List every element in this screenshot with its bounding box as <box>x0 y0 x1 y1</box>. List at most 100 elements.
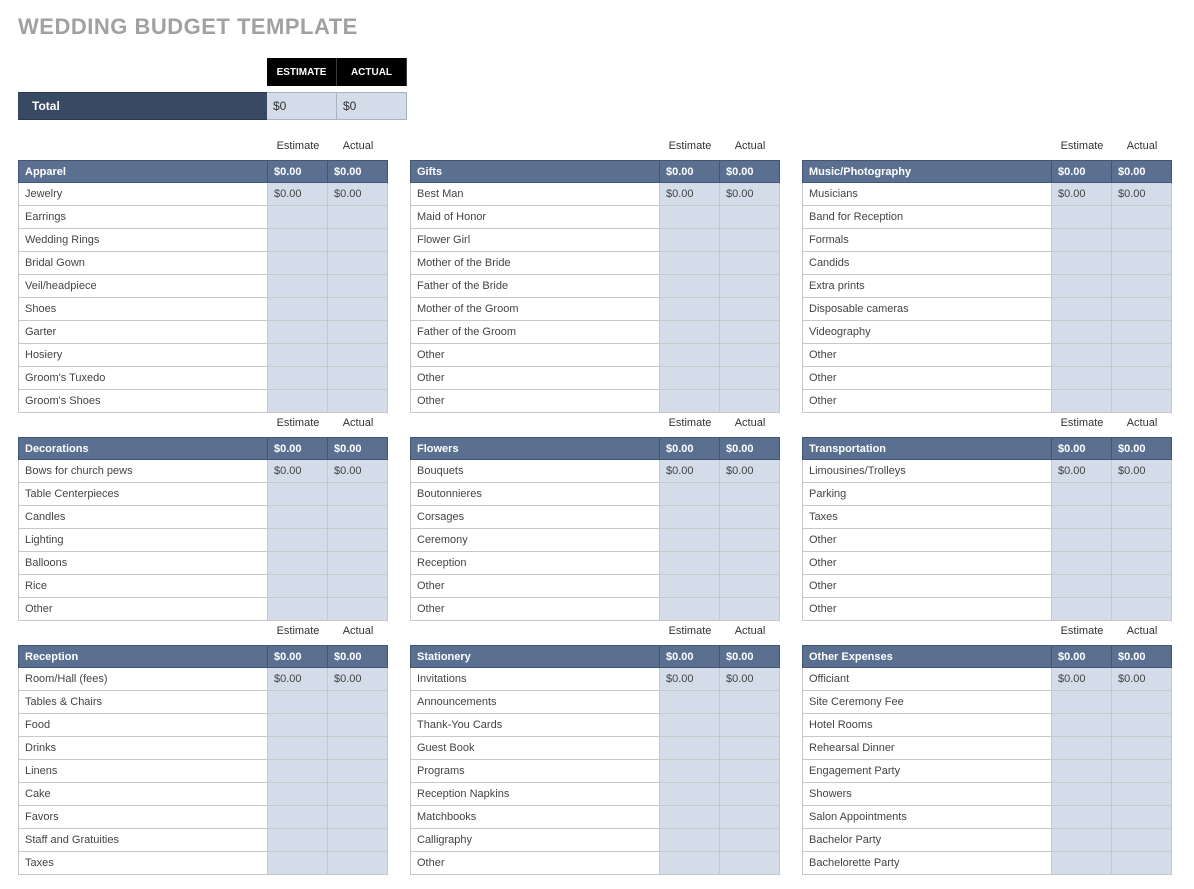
item-estimate[interactable] <box>267 275 327 297</box>
item-actual[interactable] <box>719 829 779 851</box>
item-actual[interactable] <box>327 529 387 551</box>
item-actual[interactable] <box>719 206 779 228</box>
item-actual[interactable] <box>719 783 779 805</box>
item-actual[interactable] <box>327 275 387 297</box>
item-actual[interactable] <box>719 552 779 574</box>
item-estimate[interactable]: $0.00 <box>659 183 719 205</box>
item-estimate[interactable] <box>267 506 327 528</box>
item-actual[interactable] <box>1111 714 1171 736</box>
item-estimate[interactable] <box>1051 206 1111 228</box>
item-estimate[interactable] <box>659 852 719 874</box>
summary-total-actual[interactable]: $0 <box>337 92 407 120</box>
item-actual[interactable] <box>1111 691 1171 713</box>
item-estimate[interactable]: $0.00 <box>659 668 719 690</box>
item-actual[interactable] <box>719 229 779 251</box>
item-actual[interactable] <box>719 483 779 505</box>
item-estimate[interactable] <box>1051 783 1111 805</box>
item-estimate[interactable] <box>1051 483 1111 505</box>
item-estimate[interactable] <box>659 829 719 851</box>
item-actual[interactable] <box>327 390 387 412</box>
item-actual[interactable]: $0.00 <box>327 183 387 205</box>
item-estimate[interactable] <box>659 229 719 251</box>
item-actual[interactable] <box>719 852 779 874</box>
item-actual[interactable] <box>1111 575 1171 597</box>
item-estimate[interactable] <box>267 598 327 620</box>
item-actual[interactable] <box>719 367 779 389</box>
item-estimate[interactable] <box>659 598 719 620</box>
item-estimate[interactable] <box>267 575 327 597</box>
item-actual[interactable] <box>327 483 387 505</box>
item-actual[interactable] <box>1111 829 1171 851</box>
item-estimate[interactable] <box>267 229 327 251</box>
item-estimate[interactable] <box>267 483 327 505</box>
item-actual[interactable] <box>327 598 387 620</box>
item-actual[interactable] <box>327 737 387 759</box>
item-actual[interactable] <box>1111 552 1171 574</box>
item-estimate[interactable]: $0.00 <box>1051 183 1111 205</box>
item-actual[interactable] <box>327 852 387 874</box>
item-estimate[interactable] <box>267 298 327 320</box>
item-estimate[interactable] <box>1051 806 1111 828</box>
item-actual[interactable] <box>327 829 387 851</box>
item-actual[interactable] <box>1111 252 1171 274</box>
item-actual[interactable] <box>1111 852 1171 874</box>
item-estimate[interactable] <box>659 783 719 805</box>
item-estimate[interactable] <box>659 321 719 343</box>
item-actual[interactable] <box>1111 529 1171 551</box>
item-estimate[interactable] <box>659 275 719 297</box>
item-estimate[interactable] <box>1051 714 1111 736</box>
item-actual[interactable] <box>1111 298 1171 320</box>
item-actual[interactable] <box>1111 737 1171 759</box>
item-estimate[interactable] <box>659 552 719 574</box>
item-estimate[interactable] <box>659 206 719 228</box>
item-estimate[interactable] <box>1051 760 1111 782</box>
item-actual[interactable] <box>719 598 779 620</box>
item-actual[interactable] <box>719 390 779 412</box>
item-actual[interactable] <box>1111 783 1171 805</box>
item-actual[interactable]: $0.00 <box>1111 183 1171 205</box>
item-actual[interactable] <box>1111 760 1171 782</box>
item-actual[interactable] <box>327 760 387 782</box>
item-estimate[interactable] <box>267 367 327 389</box>
item-actual[interactable]: $0.00 <box>719 460 779 482</box>
summary-total-estimate[interactable]: $0 <box>267 92 337 120</box>
item-actual[interactable] <box>719 252 779 274</box>
item-estimate[interactable] <box>1051 252 1111 274</box>
item-estimate[interactable] <box>267 760 327 782</box>
item-actual[interactable] <box>719 298 779 320</box>
item-actual[interactable]: $0.00 <box>719 668 779 690</box>
item-estimate[interactable] <box>1051 367 1111 389</box>
item-actual[interactable] <box>327 252 387 274</box>
item-actual[interactable] <box>719 760 779 782</box>
item-estimate[interactable] <box>1051 344 1111 366</box>
item-estimate[interactable]: $0.00 <box>267 668 327 690</box>
item-actual[interactable] <box>1111 344 1171 366</box>
item-estimate[interactable] <box>1051 575 1111 597</box>
item-estimate[interactable] <box>267 783 327 805</box>
item-estimate[interactable]: $0.00 <box>267 183 327 205</box>
item-actual[interactable] <box>327 575 387 597</box>
item-actual[interactable] <box>327 321 387 343</box>
item-actual[interactable] <box>327 806 387 828</box>
item-actual[interactable] <box>719 321 779 343</box>
item-actual[interactable] <box>719 344 779 366</box>
item-estimate[interactable] <box>1051 691 1111 713</box>
item-actual[interactable] <box>1111 806 1171 828</box>
item-actual[interactable] <box>1111 321 1171 343</box>
item-estimate[interactable] <box>1051 829 1111 851</box>
item-estimate[interactable] <box>1051 321 1111 343</box>
item-actual[interactable] <box>719 529 779 551</box>
item-estimate[interactable] <box>1051 852 1111 874</box>
item-estimate[interactable]: $0.00 <box>1051 460 1111 482</box>
item-actual[interactable]: $0.00 <box>327 460 387 482</box>
item-estimate[interactable] <box>659 806 719 828</box>
item-estimate[interactable] <box>659 737 719 759</box>
item-actual[interactable] <box>719 575 779 597</box>
item-actual[interactable] <box>327 367 387 389</box>
item-estimate[interactable] <box>659 252 719 274</box>
item-actual[interactable] <box>327 229 387 251</box>
item-actual[interactable] <box>327 206 387 228</box>
item-actual[interactable] <box>1111 367 1171 389</box>
item-estimate[interactable] <box>267 829 327 851</box>
item-estimate[interactable] <box>1051 390 1111 412</box>
